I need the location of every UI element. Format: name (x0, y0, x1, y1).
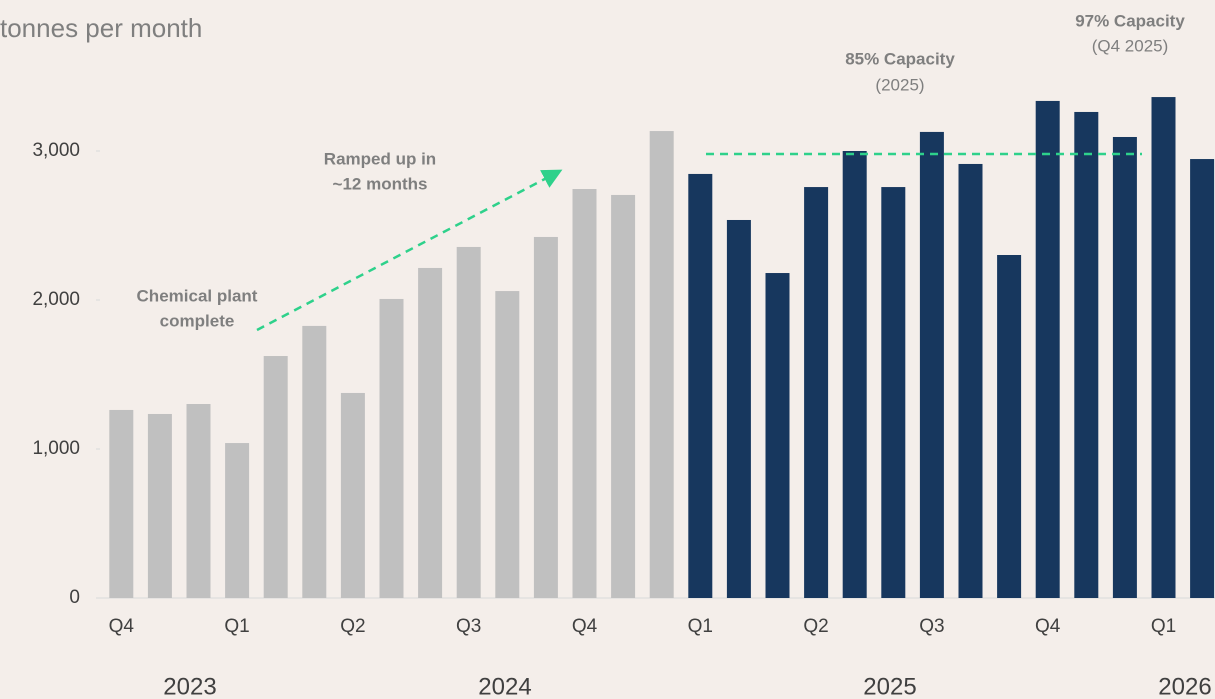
bar (1151, 97, 1176, 598)
x-tick-label: Q1 (224, 616, 249, 637)
x-tick-label: Q2 (340, 616, 365, 637)
x-tick-label: Q1 (688, 616, 713, 637)
y-tick-label: 1,000 (32, 438, 80, 459)
bar (997, 255, 1022, 598)
bar (456, 246, 481, 598)
x-tick-label: Q3 (919, 616, 944, 637)
bar (263, 356, 288, 598)
bar (919, 131, 944, 599)
year-label: 2023 (163, 673, 216, 699)
annotation: (Q4 2025) (1092, 36, 1169, 55)
bar (726, 219, 751, 598)
bar (1112, 136, 1137, 598)
bar (842, 151, 867, 598)
x-tick-label: Q4 (109, 616, 135, 637)
bar (533, 236, 558, 598)
bar (1074, 111, 1099, 598)
bar (958, 163, 983, 598)
annotation: Ramped up in (324, 149, 436, 168)
bar (379, 298, 404, 598)
x-tick-label: Q1 (1151, 616, 1176, 637)
bar (688, 173, 713, 599)
bar (1190, 159, 1215, 598)
bar (1035, 100, 1060, 598)
x-tick-label: Q3 (456, 616, 481, 637)
y-axis-label: tonnes per month (0, 13, 202, 43)
bar (302, 325, 327, 598)
y-tick-label: 2,000 (32, 289, 80, 310)
bar (804, 187, 829, 599)
bar (340, 392, 365, 598)
bar (611, 194, 636, 598)
bar (765, 273, 790, 598)
ramp-arrow (256, 169, 563, 332)
year-label: 2024 (478, 673, 531, 699)
y-tick-label: 0 (69, 587, 80, 608)
annotation: 85% Capacity (845, 49, 955, 68)
annotation: 97% Capacity (1075, 11, 1185, 30)
x-tick-label: Q4 (572, 616, 598, 637)
bar (147, 413, 172, 598)
x-tick-label: Q2 (803, 616, 828, 637)
annotation: ~12 months (333, 174, 428, 193)
bar (649, 131, 674, 598)
bar (418, 267, 443, 598)
bar (225, 443, 250, 598)
annotation: complete (160, 311, 235, 330)
annotation: Chemical plant (137, 286, 258, 305)
y-tick-label: 3,000 (32, 140, 80, 161)
year-label: 2025 (863, 673, 916, 699)
year-label: 2026 (1158, 673, 1211, 699)
bar (572, 188, 597, 598)
bar (881, 187, 906, 599)
x-tick-label: Q4 (1035, 616, 1061, 637)
bar (109, 409, 134, 598)
bar (186, 404, 211, 598)
annotation: (2025) (875, 75, 924, 94)
bar (495, 291, 520, 598)
